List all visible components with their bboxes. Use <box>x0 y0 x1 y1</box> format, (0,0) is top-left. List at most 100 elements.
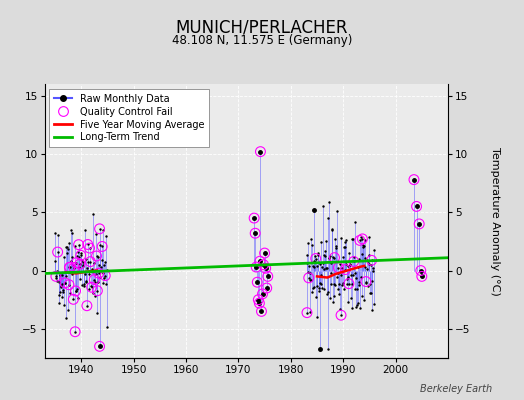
Point <box>72 260 81 266</box>
Point <box>325 199 333 206</box>
Text: MUNICH/PERLACHER: MUNICH/PERLACHER <box>176 18 348 36</box>
Point <box>71 328 79 335</box>
Point <box>100 275 108 281</box>
Point <box>341 266 350 273</box>
Point <box>55 300 63 306</box>
Point <box>259 262 268 268</box>
Point <box>97 264 105 270</box>
Point <box>337 272 346 278</box>
Point <box>306 309 314 315</box>
Point <box>328 226 336 232</box>
Point <box>100 262 108 268</box>
Point <box>321 248 329 254</box>
Point <box>352 275 360 282</box>
Point <box>72 260 81 266</box>
Point <box>68 230 77 237</box>
Point <box>345 280 353 287</box>
Point <box>253 279 261 286</box>
Point <box>312 255 320 262</box>
Point <box>63 250 71 256</box>
Point <box>84 241 92 248</box>
Point <box>86 282 95 289</box>
Point <box>57 284 66 290</box>
Point <box>330 254 339 261</box>
Point <box>56 289 64 295</box>
Point <box>364 258 372 264</box>
Point <box>60 302 68 308</box>
Point <box>257 308 266 314</box>
Point <box>101 272 110 279</box>
Point <box>91 293 100 300</box>
Point <box>364 261 373 267</box>
Point <box>88 284 96 290</box>
Point <box>97 257 106 264</box>
Point <box>326 281 335 287</box>
Point <box>359 296 368 303</box>
Point <box>357 292 366 299</box>
Point <box>356 237 364 244</box>
Point <box>53 277 61 284</box>
Point <box>308 242 316 248</box>
Point <box>311 253 320 259</box>
Point <box>317 272 325 278</box>
Point <box>332 245 340 252</box>
Point <box>350 258 358 265</box>
Point <box>318 285 326 291</box>
Point <box>307 236 315 242</box>
Point <box>256 148 265 155</box>
Point <box>250 215 258 221</box>
Point <box>354 282 363 289</box>
Point <box>89 269 97 275</box>
Point <box>362 278 370 285</box>
Point <box>367 290 375 296</box>
Point <box>65 282 73 288</box>
Point <box>78 282 86 288</box>
Point <box>355 255 363 262</box>
Point <box>99 270 107 276</box>
Point <box>93 288 102 294</box>
Point <box>99 280 107 286</box>
Point <box>58 294 66 300</box>
Point <box>85 245 94 251</box>
Point <box>361 263 369 270</box>
Point <box>75 264 83 271</box>
Point <box>334 286 342 292</box>
Point <box>314 288 323 294</box>
Point <box>53 249 62 255</box>
Point <box>73 285 82 292</box>
Point <box>52 273 60 280</box>
Point <box>415 221 423 227</box>
Point <box>316 280 325 287</box>
Point <box>66 264 74 270</box>
Point <box>348 272 357 278</box>
Point <box>322 238 330 244</box>
Point <box>79 263 87 269</box>
Point <box>359 244 367 250</box>
Point <box>252 264 260 270</box>
Point <box>345 280 353 287</box>
Point <box>325 294 334 301</box>
Point <box>85 245 94 251</box>
Point <box>353 285 361 292</box>
Point <box>56 272 64 278</box>
Point <box>336 306 344 312</box>
Point <box>81 271 89 277</box>
Point <box>308 289 316 296</box>
Point <box>60 280 69 286</box>
Point <box>340 244 348 251</box>
Point <box>369 247 378 253</box>
Point <box>361 237 369 243</box>
Point <box>302 260 311 266</box>
Point <box>61 280 69 286</box>
Point <box>323 215 332 221</box>
Point <box>76 261 84 267</box>
Point <box>90 276 99 283</box>
Point <box>303 310 311 316</box>
Point <box>74 242 83 248</box>
Point <box>326 253 334 260</box>
Point <box>92 253 101 259</box>
Point <box>341 239 349 245</box>
Point <box>315 260 324 267</box>
Point <box>89 290 97 296</box>
Point <box>319 203 328 209</box>
